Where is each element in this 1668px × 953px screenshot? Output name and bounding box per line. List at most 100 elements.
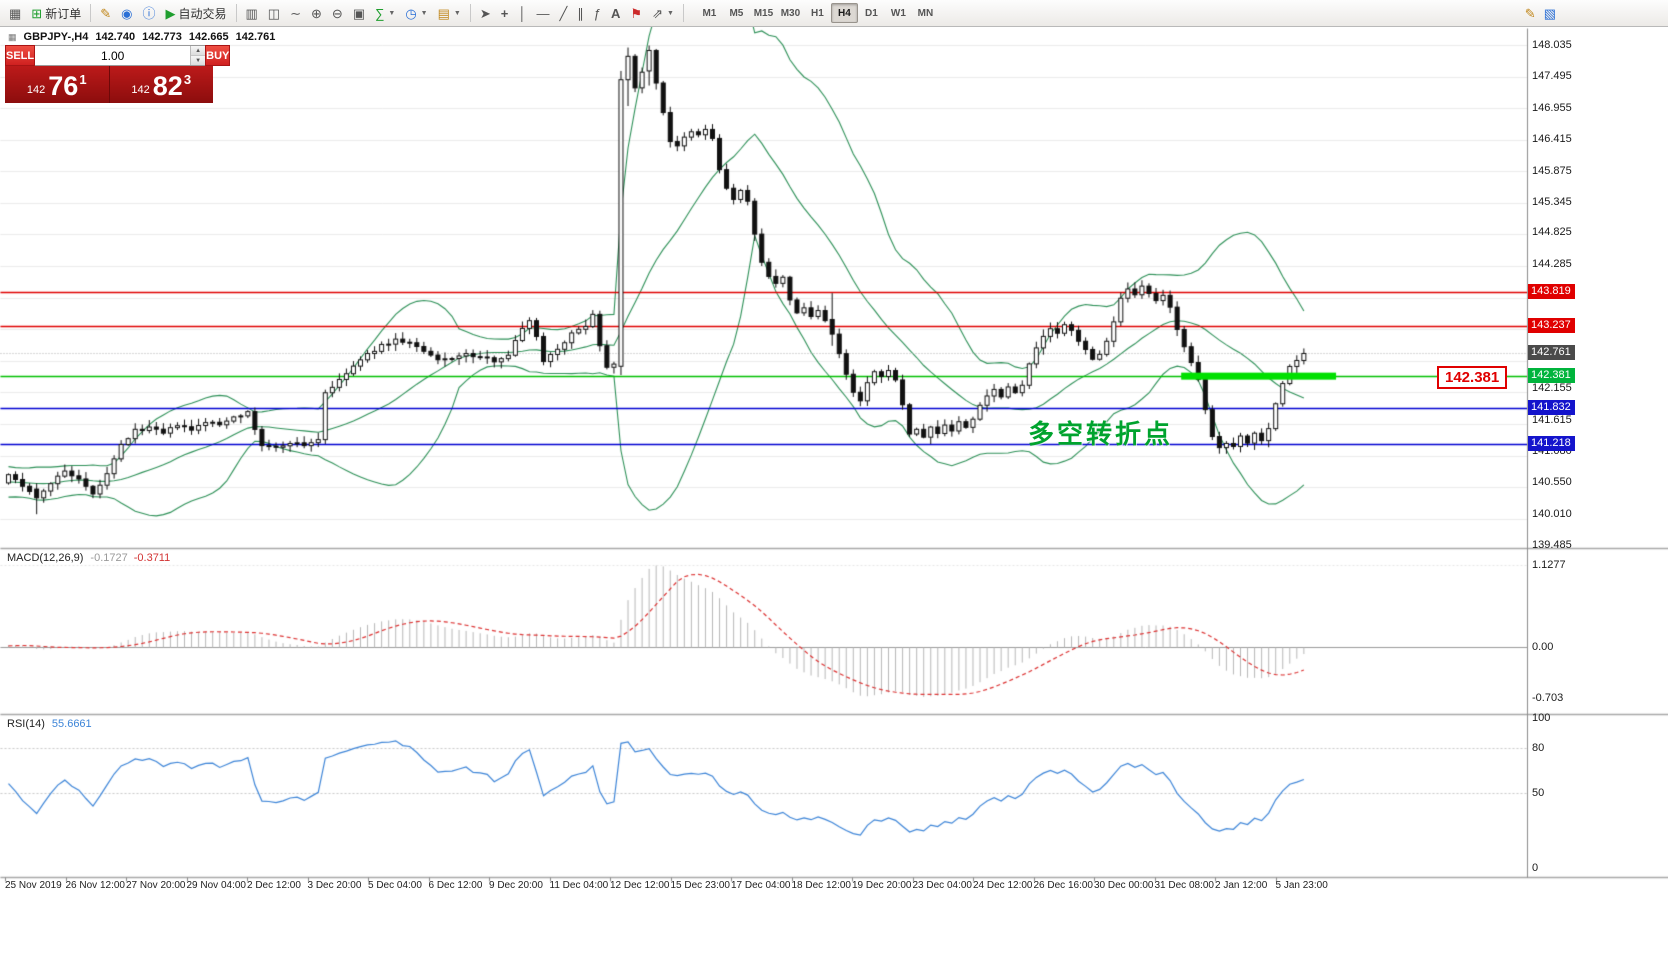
candlestick-mode-icon[interactable]: ◫	[267, 5, 281, 21]
time-axis-label: 18 Dec 12:00	[791, 880, 852, 891]
zoom-out-icon[interactable]: ⊖	[331, 5, 343, 21]
autotrading-play-icon: ▶	[165, 5, 176, 21]
crosshair-icon[interactable]: +	[500, 5, 509, 21]
price-callout-box: 142.381	[1437, 366, 1508, 389]
buy-button[interactable]: BUY	[205, 45, 231, 66]
time-axis-label: 30 Dec 00:00	[1094, 880, 1154, 891]
price-badge: 142.381	[1528, 367, 1575, 383]
volume-up-icon[interactable]: ▲	[191, 46, 206, 56]
metaeditor-icon[interactable]: ✎	[100, 5, 112, 21]
object-panel-icon[interactable]: ▧	[1543, 5, 1556, 21]
rsi-scale-label: 80	[1532, 741, 1545, 754]
sell-price-sup: 1	[79, 72, 87, 87]
time-axis-label: 25 Nov 2019	[5, 880, 62, 891]
rsi-indicator-label: RSI(14) 55.6661	[7, 718, 92, 730]
time-axis-label: 24 Dec 12:00	[973, 880, 1033, 891]
rsi-value: 55.6661	[51, 718, 92, 730]
timeframe-button-d1[interactable]: D1	[865, 7, 878, 19]
time-axis-label: 26 Nov 12:00	[65, 880, 126, 891]
ohlc-high: 142.773	[142, 31, 182, 43]
tile-windows-icon[interactable]: ▣	[352, 5, 366, 21]
autotrading-button[interactable]: ▶ 自动交易	[160, 2, 231, 24]
main-toolbar: ▦ ⊞ 新订单 ✎ ◉ ⓘ ▶ 自动交易 ▥ ◫ ∼ ⊕ ⊖ ▣ ∑ ▼ ◷ ▼ ▤…	[0, 0, 1668, 27]
macd-scale-label: 0.00	[1532, 640, 1554, 653]
channel-icon[interactable]: ∥	[577, 5, 584, 21]
volume-spinner: ▲ ▼	[190, 46, 206, 65]
buy-price-box[interactable]: 142 82 3	[109, 66, 213, 103]
time-axis-label: 6 Dec 12:00	[428, 880, 483, 891]
timeframe-button-m30[interactable]: M30	[780, 7, 801, 19]
price-scale-label: 142.155	[1532, 382, 1572, 395]
market-watch-icon[interactable]: ◉	[121, 5, 133, 21]
toolbar-separator	[682, 4, 684, 22]
macd-indicator-label: MACD(12,26,9) -0.1727 -0.3711	[7, 552, 170, 564]
one-click-trading-panel: SELL ▲ ▼ BUY 142 76 1 142 82 3	[5, 45, 231, 103]
rsi-name: RSI(14)	[7, 718, 45, 730]
toolbar-separator	[90, 4, 92, 22]
rsi-scale-label: 100	[1532, 711, 1551, 724]
ohlc-close: 142.761	[235, 31, 276, 43]
time-axis[interactable]: 25 Nov 2019 26 Nov 12:00 27 Nov 20:00 29 No…	[0, 880, 1668, 898]
time-axis-label: 5 Jan 23:00	[1275, 880, 1328, 891]
zoom-in-icon[interactable]: ⊕	[311, 5, 322, 21]
timeframe-button-m15[interactable]: M15	[753, 7, 774, 19]
time-axis-label: 5 Dec 04:00	[368, 880, 422, 891]
timeframe-button-m1[interactable]: M1	[702, 7, 717, 19]
help-icon[interactable]: ⓘ	[142, 5, 156, 21]
new-order-icon: ⊞	[31, 5, 43, 21]
sell-price-box[interactable]: 142 76 1	[5, 66, 110, 103]
macd-scale-label: -0.703	[1532, 691, 1564, 704]
price-scale-label: 144.825	[1532, 226, 1572, 239]
ohlc-open: 142.740	[95, 31, 136, 43]
sell-button[interactable]: SELL	[5, 45, 36, 66]
fibonacci-icon[interactable]: ƒ	[593, 5, 602, 21]
volume-input[interactable]	[35, 46, 191, 65]
symbol-icon: ▦	[8, 31, 17, 42]
vertical-line-icon[interactable]: │	[518, 5, 527, 21]
text-icon[interactable]: A	[611, 5, 621, 21]
templates-dropdown[interactable]: ▤ ▼	[437, 5, 461, 21]
periods-dropdown[interactable]: ◷ ▼	[405, 5, 428, 21]
volume-down-icon[interactable]: ▼	[191, 56, 206, 65]
bar-chart-mode-icon[interactable]: ▥	[245, 5, 258, 21]
price-scale-label: 141.615	[1532, 413, 1572, 426]
new-chart-icon[interactable]: ▦	[9, 5, 22, 21]
cursor-icon[interactable]: ➤	[479, 5, 491, 21]
time-axis-label: 11 Dec 04:00	[549, 880, 609, 891]
line-chart-mode-icon[interactable]: ∼	[290, 5, 301, 21]
new-order-label: 新订单	[45, 6, 82, 21]
time-axis-label: 15 Dec 23:00	[670, 880, 731, 891]
timeframe-button-h1[interactable]: H1	[811, 7, 824, 19]
symbol-header: ▦ GBPJPY-,H4 142.740 142.773 142.665 142…	[8, 31, 275, 43]
macd-value: -0.1727	[90, 552, 128, 564]
timeframe-group: M1 M5 M15 M30 H1 H4 D1 W1 MN	[696, 3, 939, 23]
timeframe-button-mn[interactable]: MN	[917, 7, 934, 19]
macd-scale-label: 1.1277	[1532, 558, 1566, 571]
price-scale[interactable]: 148.035 147.495 146.955 146.415 145.875 145.3…	[1528, 27, 1668, 900]
time-axis-label: 12 Dec 12:00	[610, 880, 670, 891]
arrows-dropdown[interactable]: ⇗ ▼	[652, 5, 674, 21]
buy-price-small: 142	[131, 84, 150, 96]
price-scale-label: 146.415	[1532, 133, 1572, 146]
indicators-dropdown[interactable]: ∑ ▼	[375, 5, 396, 21]
price-scale-label: 139.485	[1532, 538, 1572, 551]
price-scale-label: 144.285	[1532, 257, 1572, 270]
timeframe-button-w1[interactable]: W1	[890, 7, 906, 19]
time-axis-label: 17 Dec 04:00	[731, 880, 791, 891]
time-axis-label: 23 Dec 04:00	[912, 880, 973, 891]
price-badge: 142.761	[1528, 345, 1575, 361]
sell-price-small: 142	[26, 84, 46, 96]
price-scale-label: 140.550	[1532, 476, 1572, 489]
draw-tools-icon[interactable]: ✎	[1524, 5, 1536, 21]
label-icon[interactable]: ⚑	[630, 5, 643, 21]
timeframe-button-m5[interactable]: M5	[729, 7, 744, 19]
ohlc-low: 142.665	[188, 31, 229, 43]
trendline-icon[interactable]: ╱	[559, 5, 568, 21]
time-axis-label: 9 Dec 20:00	[489, 880, 543, 891]
horizontal-line-icon[interactable]: —	[536, 5, 550, 21]
new-order-button[interactable]: ⊞ 新订单	[26, 2, 86, 24]
timeframe-button-h4[interactable]: H4	[830, 3, 858, 23]
symbol-name: GBPJPY-,H4	[23, 31, 89, 43]
autotrading-label: 自动交易	[178, 6, 227, 21]
